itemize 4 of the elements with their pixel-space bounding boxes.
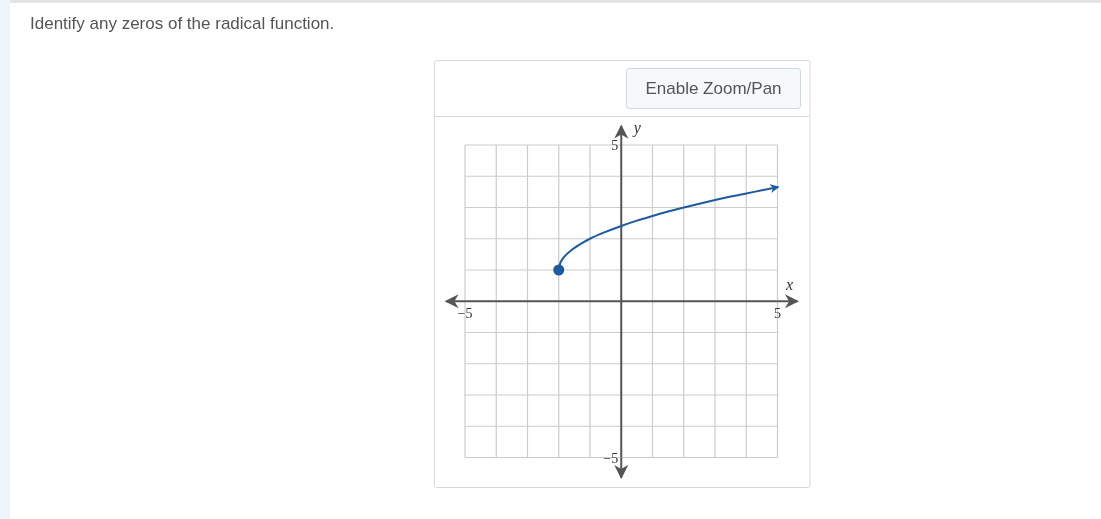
x-axis-title: x	[784, 276, 794, 294]
text: Identify any zeros of the radical function.	[30, 14, 335, 33]
text: Enable Zoom/Pan	[645, 79, 782, 98]
y-axis-title: y	[631, 119, 642, 137]
